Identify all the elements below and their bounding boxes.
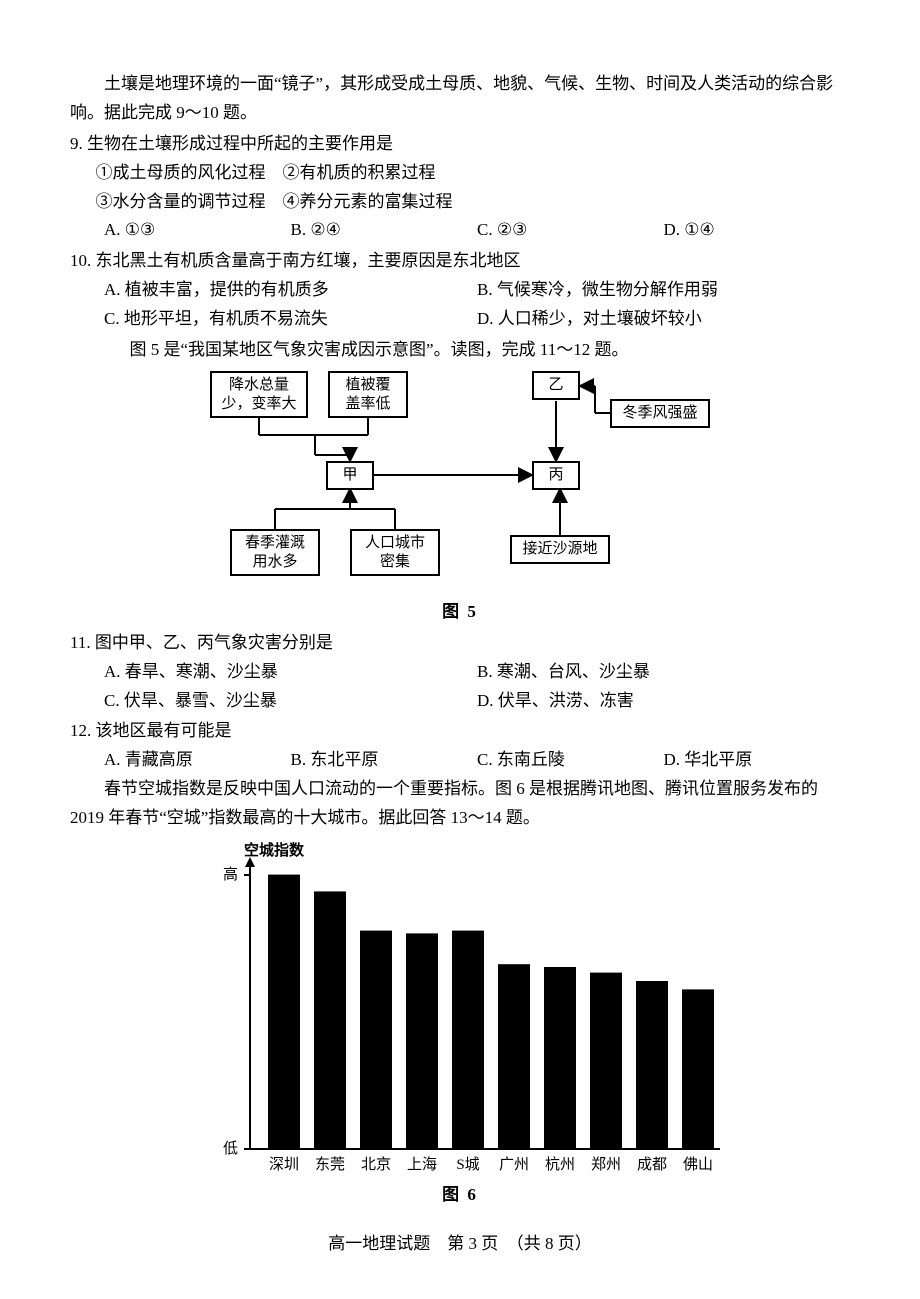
q11-option-c: C. 伏旱、暴雪、沙尘暴 — [104, 687, 477, 716]
footer-text-b: 页 （共 — [477, 1234, 545, 1253]
q11-option-d: D. 伏旱、洪涝、冻害 — [477, 687, 850, 716]
svg-text:深圳: 深圳 — [269, 1156, 299, 1173]
q10-stem: 10. 东北黑土有机质含量高于南方红壤，主要原因是东北地区 — [70, 247, 850, 276]
fig5-rain-l1: 降水总量 — [216, 376, 302, 395]
fig5-veg-l2: 盖率低 — [334, 395, 402, 414]
intro-9-10: 土壤是地理环境的一面“镜子”，其形成受成土母质、地貌、气候、生物、时间及人类活动… — [70, 70, 850, 128]
q10-option-b: B. 气候寒冷，微生物分解作用弱 — [477, 276, 850, 305]
footer-page: 3 — [469, 1234, 478, 1253]
q10-option-c: C. 地形平坦，有机质不易流失 — [104, 305, 477, 334]
q12-option-d: D. 华北平原 — [664, 746, 851, 775]
footer-total: 8 — [545, 1234, 554, 1253]
svg-text:郑州: 郑州 — [591, 1156, 621, 1173]
fig5-box-winter: 冬季风强盛 — [610, 399, 710, 428]
intro-13-14: 春节空城指数是反映中国人口流动的一个重要指标。图 6 是根据腾讯地图、腾讯位置服… — [70, 775, 850, 833]
svg-text:北京: 北京 — [361, 1156, 391, 1173]
q12-option-a: A. 青藏高原 — [104, 746, 291, 775]
q11-stem: 11. 图中甲、乙、丙气象灾害分别是 — [70, 629, 850, 658]
footer-text-c: 页） — [554, 1234, 592, 1253]
q10-option-d: D. 人口稀少，对土壤破坏较小 — [477, 305, 850, 334]
fig5-spring-l1: 春季灌溉 — [236, 534, 314, 553]
figure-6-chart: 空城指数高低深圳东莞北京上海 S城 广州杭州郑州成都佛山 — [190, 839, 730, 1179]
figure-6: 空城指数高低深圳东莞北京上海 S城 广州杭州郑州成都佛山 图 6 — [190, 839, 730, 1210]
fig5-box-yi: 乙 — [532, 371, 580, 400]
q12-option-b: B. 东北平原 — [291, 746, 478, 775]
fig5-box-veg: 植被覆 盖率低 — [328, 371, 408, 419]
fig5-box-rain: 降水总量 少，变率大 — [210, 371, 308, 419]
question-12: 12. 该地区最有可能是 A. 青藏高原 B. 东北平原 C. 东南丘陵 D. … — [70, 717, 850, 775]
q9-option-d: D. ①④ — [664, 216, 851, 245]
svg-text:S城: S城 — [456, 1156, 479, 1173]
svg-text:成都: 成都 — [637, 1156, 667, 1173]
fig5-veg-l1: 植被覆 — [334, 376, 402, 395]
q9-option-a: A. ①③ — [104, 216, 291, 245]
q10-option-a: A. 植被丰富，提供的有机质多 — [104, 276, 477, 305]
q9-option-c: C. ②③ — [477, 216, 664, 245]
q11-option-a: A. 春旱、寒潮、沙尘暴 — [104, 658, 477, 687]
question-11: 11. 图中甲、乙、丙气象灾害分别是 A. 春旱、寒潮、沙尘暴 B. 寒潮、台风… — [70, 629, 850, 716]
fig5-box-jia: 甲 — [326, 461, 374, 490]
svg-text:高: 高 — [223, 866, 238, 883]
fig5-box-popu: 人口城市 密集 — [350, 529, 440, 577]
question-9: 9. 生物在土壤形成过程中所起的主要作用是 ①成土母质的风化过程 ②有机质的积累… — [70, 130, 850, 246]
svg-text:东莞: 东莞 — [315, 1156, 345, 1173]
svg-text:低: 低 — [223, 1140, 238, 1157]
q9-option-b: B. ②④ — [291, 216, 478, 245]
fig5-box-spring: 春季灌溉 用水多 — [230, 529, 320, 577]
fig5-box-bing: 丙 — [532, 461, 580, 490]
svg-text:佛山: 佛山 — [683, 1156, 713, 1173]
q9-item-line1: ①成土母质的风化过程 ②有机质的积累过程 — [96, 159, 851, 188]
intro-11-12: 图 5 是“我国某地区气象灾害成因示意图”。读图，完成 11～12 题。 — [96, 336, 851, 365]
q9-item-line2: ③水分含量的调节过程 ④养分元素的富集过程 — [96, 188, 851, 217]
figure-6-caption: 图 6 — [190, 1181, 730, 1210]
svg-text:广州: 广州 — [499, 1156, 529, 1173]
svg-text:上海: 上海 — [407, 1156, 437, 1173]
figure-5-caption: 图 5 — [70, 598, 850, 627]
question-10: 10. 东北黑土有机质含量高于南方红壤，主要原因是东北地区 A. 植被丰富，提供… — [70, 247, 850, 334]
fig5-popu-l1: 人口城市 — [356, 534, 434, 553]
fig5-popu-l2: 密集 — [356, 553, 434, 572]
fig5-box-sand: 接近沙源地 — [510, 535, 610, 564]
fig5-spring-l2: 用水多 — [236, 553, 314, 572]
fig5-rain-l2: 少，变率大 — [216, 395, 302, 414]
footer-text-a: 高一地理试题 第 — [328, 1234, 468, 1253]
q11-option-b: B. 寒潮、台风、沙尘暴 — [477, 658, 850, 687]
page-footer: 高一地理试题 第 3 页 （共 8 页） — [70, 1230, 850, 1259]
svg-text:空城指数: 空城指数 — [244, 841, 305, 859]
q12-stem: 12. 该地区最有可能是 — [70, 717, 850, 746]
svg-text:杭州: 杭州 — [545, 1156, 575, 1173]
q12-option-c: C. 东南丘陵 — [477, 746, 664, 775]
figure-5: 降水总量 少，变率大 植被覆 盖率低 乙 冬季风强盛 甲 丙 春季灌溉 用水多 … — [70, 371, 850, 627]
q9-stem: 9. 生物在土壤形成过程中所起的主要作用是 — [70, 130, 850, 159]
